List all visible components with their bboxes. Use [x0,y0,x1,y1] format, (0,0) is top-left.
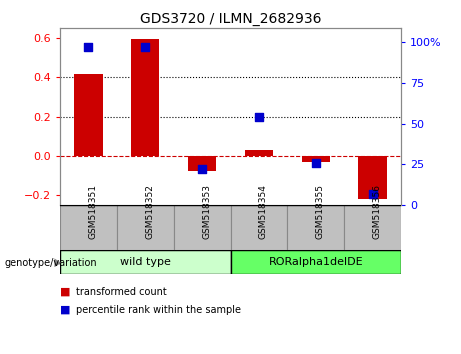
Bar [188,156,216,171]
Point [198,166,206,172]
Bar [358,156,387,199]
Point [312,160,319,166]
Bar [245,150,273,156]
Text: GSM518352: GSM518352 [145,184,154,239]
Bar [60,250,230,274]
Text: ■: ■ [60,305,71,315]
Text: GSM518356: GSM518356 [372,184,382,239]
Text: percentile rank within the sample: percentile rank within the sample [76,305,241,315]
Text: GSM518354: GSM518354 [259,184,268,239]
Point [255,114,263,120]
Bar [74,74,102,156]
Bar [230,205,287,250]
Point [85,44,92,50]
Point [369,191,376,197]
Bar [301,156,330,162]
Text: GSM518355: GSM518355 [316,184,325,239]
Text: transformed count: transformed count [76,287,167,297]
Bar [60,205,117,250]
Polygon shape [54,258,61,267]
Bar [174,205,230,250]
Point [142,44,149,50]
Text: GSM518351: GSM518351 [89,184,97,239]
Text: ■: ■ [60,287,71,297]
Text: wild type: wild type [120,257,171,267]
Bar [230,250,401,274]
Bar [344,205,401,250]
Bar [117,205,174,250]
Text: GSM518353: GSM518353 [202,184,211,239]
Text: RORalpha1delDE: RORalpha1delDE [268,257,363,267]
Bar [131,39,160,156]
Bar [287,205,344,250]
Title: GDS3720 / ILMN_2682936: GDS3720 / ILMN_2682936 [140,12,321,26]
Text: genotype/variation: genotype/variation [5,258,97,268]
